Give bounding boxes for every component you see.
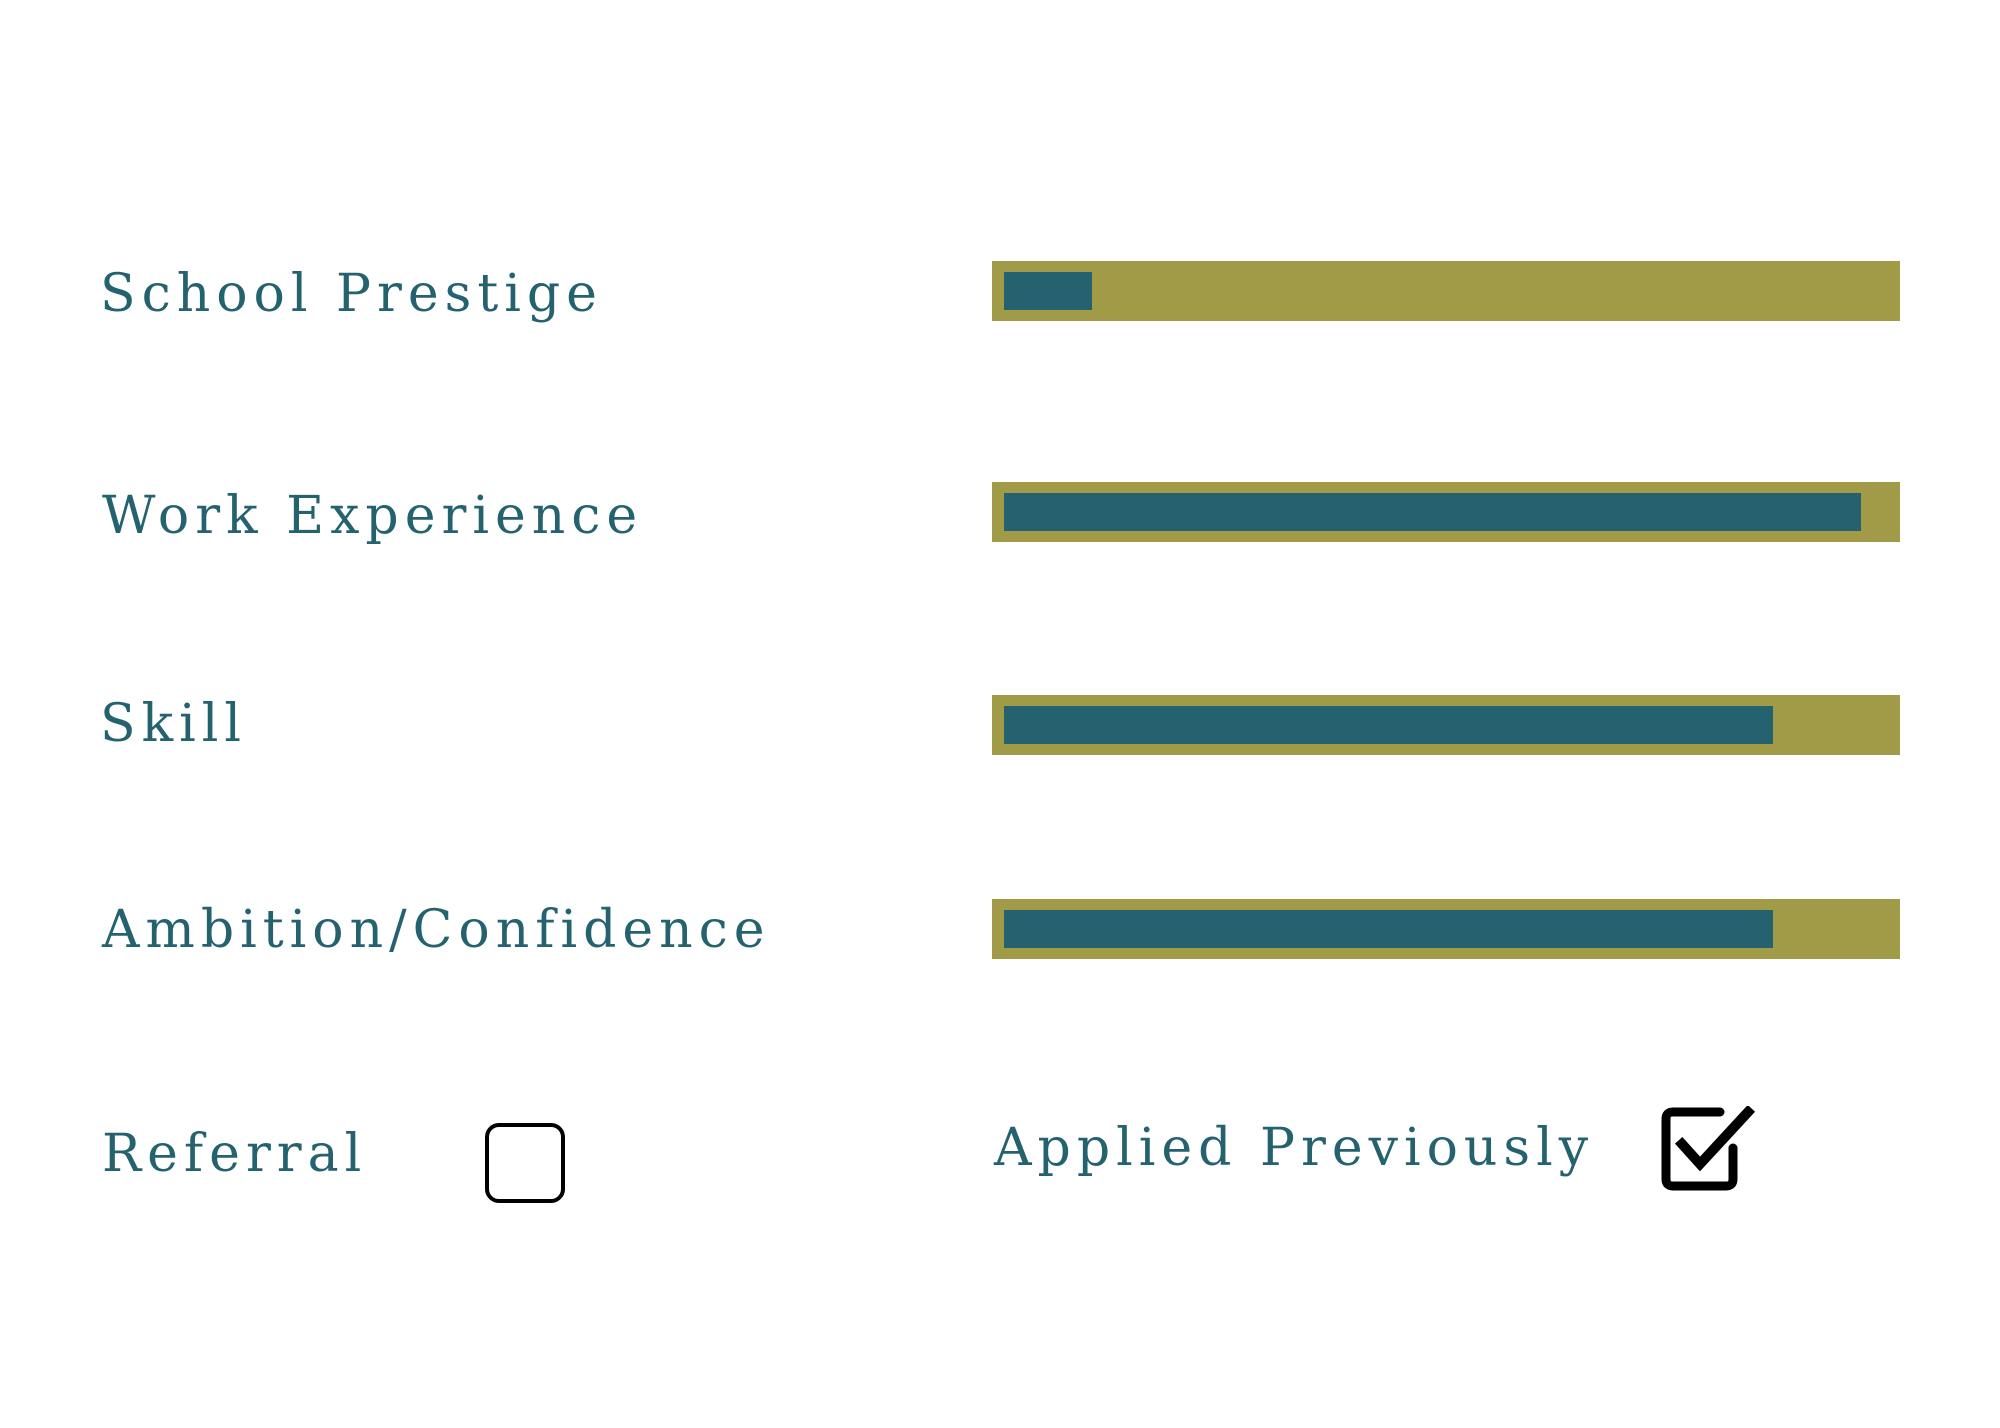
empty-checkbox-icon bbox=[485, 1123, 565, 1203]
checked-checkbox-icon bbox=[1661, 1106, 1756, 1191]
rating-label-ambition-confidence: Ambition/Confidence bbox=[102, 900, 771, 960]
rating-label-skill: Skill bbox=[100, 694, 248, 754]
rating-bar-fill bbox=[1004, 493, 1861, 531]
rating-bar-school-prestige bbox=[992, 261, 1900, 321]
rating-bar-fill bbox=[1004, 910, 1773, 948]
applied-previously-checkbox[interactable] bbox=[1660, 1106, 1756, 1192]
rating-bar-fill bbox=[1004, 706, 1773, 744]
rating-bar-ambition-confidence bbox=[992, 899, 1900, 959]
rating-bar-fill bbox=[1004, 272, 1092, 310]
applied-previously-label: Applied Previously bbox=[994, 1118, 1595, 1178]
rating-bar-skill bbox=[992, 695, 1900, 755]
rating-label-work-experience: Work Experience bbox=[102, 486, 644, 546]
rating-label-school-prestige: School Prestige bbox=[100, 264, 603, 324]
referral-checkbox[interactable] bbox=[484, 1122, 566, 1204]
referral-label: Referral bbox=[102, 1124, 368, 1184]
rating-bar-work-experience bbox=[992, 482, 1900, 542]
